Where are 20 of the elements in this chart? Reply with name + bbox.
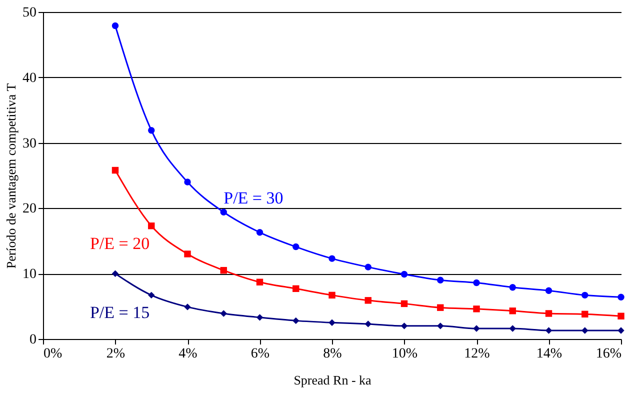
y-tick-label: 0	[30, 332, 36, 348]
x-tick-label: 10%	[392, 346, 418, 362]
x-tick-label: 6%	[250, 346, 270, 362]
y-tick-label: 50	[22, 6, 36, 20]
x-tick-label: 2%	[106, 346, 126, 362]
y-axis-title: Período de vantagem competitiva T	[4, 83, 18, 269]
series-label: P/E = 20	[90, 234, 150, 254]
y-tick-label: 40	[22, 70, 36, 86]
y-tick-label: 10	[22, 267, 36, 282]
x-tick-label: 14%	[536, 346, 562, 362]
x-axis-title: Spread Rn - ka	[294, 372, 372, 388]
x-tick-label: 16%	[596, 346, 622, 362]
y-tick-label: 30	[22, 136, 36, 152]
series-label: P/E = 30	[224, 188, 284, 208]
x-tick-label: 12%	[464, 346, 490, 362]
x-tick-label: 0%	[44, 346, 62, 362]
x-tick-label: 4%	[178, 346, 198, 362]
series-label: P/E = 15	[90, 302, 150, 322]
x-tick-label: 8%	[323, 346, 342, 362]
y-tick-label: 20	[22, 202, 36, 217]
